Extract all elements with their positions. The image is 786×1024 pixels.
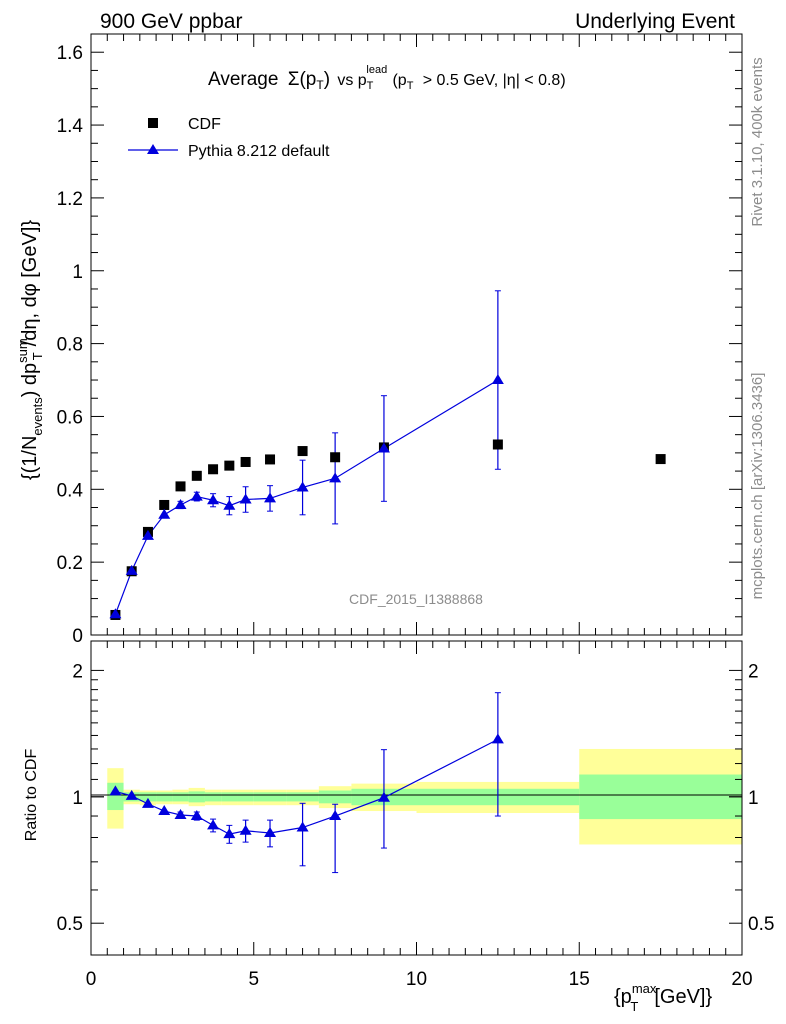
ratio-data-point — [491, 733, 504, 744]
pythia-data-point — [329, 472, 342, 483]
main-panel-ticks — [90, 34, 743, 636]
ratio-data-point — [223, 828, 236, 839]
ratio-data-point — [158, 805, 171, 816]
x-tick-labels: 0 5 10 15 20 — [86, 969, 753, 990]
pythia-data-point — [109, 608, 122, 619]
plot-title: Average Σ(pT) vs pTlead (pT > 0.5 GeV, |… — [208, 57, 566, 94]
pythia-data-point — [296, 481, 309, 492]
ratio-y-tick-label-right: 0.5 — [748, 914, 774, 935]
main-panel: 0 0.2 0.4 0.6 0.8 1 1.2 1.4 1.6 — [57, 33, 743, 647]
ratio-y-tick-label-left: 1 — [72, 788, 83, 809]
header-left: 900 GeV ppbar — [100, 10, 242, 33]
ratio-green-band — [139, 792, 157, 802]
ratio-green-band — [286, 792, 319, 802]
legend-pythia-marker — [147, 144, 159, 154]
ratio-green-band — [188, 791, 205, 803]
ratio-y-tick-label-right: 2 — [748, 661, 759, 682]
ratio-green-band — [156, 792, 173, 802]
y-tick-label: 0.8 — [57, 335, 83, 356]
ratio-green-band — [579, 774, 742, 820]
ratio-data-point — [264, 826, 277, 837]
y-tick-label: 1.2 — [57, 189, 83, 210]
ratio-y-tick-label-left: 2 — [72, 661, 83, 682]
ratio-green-band — [253, 792, 287, 802]
pythia-data-point — [264, 492, 277, 503]
x-tick-label: 20 — [731, 969, 752, 990]
legend-cdf-marker — [148, 118, 158, 128]
pythia-data-point — [158, 508, 171, 519]
pythia-data-point — [377, 442, 390, 453]
ratio-data-point — [239, 824, 252, 835]
x-tick-label: 10 — [406, 969, 427, 990]
ratio-data-point — [109, 785, 122, 796]
y-tick-label: 0.6 — [57, 407, 83, 428]
ratio-panel-data — [109, 692, 504, 874]
ratio-uncertainty-bands — [107, 748, 742, 845]
cdf-data-point — [330, 452, 341, 463]
legend: CDF Pythia 8.212 default — [128, 116, 330, 160]
ratio-data-point — [174, 809, 187, 820]
y-tick-label: 0 — [72, 626, 83, 647]
y-tick-label: 1 — [72, 262, 83, 283]
ratio-green-band — [221, 792, 238, 802]
cdf-data-point — [208, 464, 219, 475]
legend-cdf-label: CDF — [188, 116, 221, 133]
rivet-version-label: Rivet 3.1.10, 400k events — [749, 57, 766, 226]
ratio-green-band — [204, 792, 222, 802]
x-tick-label: 0 — [86, 969, 97, 990]
ratio-panel: 0.5 0.5 1 1 2 2 0 5 10 15 20 — [57, 640, 775, 990]
y-tick-label: 1.6 — [57, 43, 83, 64]
pythia-data-point — [223, 499, 236, 510]
ratio-data-point — [329, 810, 342, 821]
cdf-data-point — [297, 446, 308, 457]
mcplots-citation: mcplots.cern.ch [arXiv:1306.3436] — [749, 373, 766, 600]
y-tick-label: 0.4 — [57, 480, 84, 501]
cdf-data-point — [655, 454, 666, 465]
ratio-green-band — [172, 792, 189, 802]
cdf-data-point — [240, 456, 251, 467]
pythia-data-point — [491, 374, 504, 385]
pythia-data-point — [190, 490, 203, 501]
cdf-data-point — [159, 499, 170, 510]
ratio-y-axis-label: Ratio to CDF — [23, 749, 40, 842]
ratio-green-band — [318, 790, 352, 804]
cdf-data-point — [175, 481, 186, 492]
pythia-data-point — [174, 498, 187, 509]
pythia-data-point — [125, 564, 138, 575]
cdf-data-point — [265, 454, 276, 465]
ratio-green-band — [237, 792, 254, 802]
x-axis-label: {pmax T [GeV]} — [614, 981, 712, 1014]
main-panel-data — [109, 290, 666, 620]
main-panel-ytick-labels: 0 0.2 0.4 0.6 0.8 1 1.2 1.4 1.6 — [57, 43, 84, 647]
ratio-panel-ticks — [90, 641, 743, 955]
pythia-series-line — [114, 379, 499, 615]
header-right: Underlying Event — [575, 10, 735, 33]
ratio-data-point — [377, 791, 390, 802]
analysis-watermark: CDF_2015_I1388868 — [349, 591, 483, 607]
main-y-axis-label: {(1/Nevents) dpsumT/dη, dφ [GeV]} — [15, 220, 45, 480]
pythia-data-point — [239, 493, 252, 504]
y-tick-label: 1.4 — [57, 116, 84, 137]
ratio-panel-ytick-labels: 0.5 0.5 1 1 2 2 — [57, 661, 775, 935]
cdf-data-point — [224, 460, 235, 471]
ratio-green-band — [107, 782, 124, 811]
ratio-data-point — [141, 797, 154, 808]
y-tick-label: 0.2 — [57, 553, 83, 574]
ratio-data-point — [207, 819, 220, 830]
ratio-data-point — [296, 821, 309, 832]
ratio-y-tick-label-right: 1 — [748, 788, 759, 809]
legend-pythia-label: Pythia 8.212 default — [188, 143, 330, 160]
pythia-data-point — [141, 529, 154, 540]
pythia-data-point — [207, 494, 220, 505]
cdf-data-point — [492, 439, 503, 450]
cdf-data-point — [191, 470, 202, 481]
ratio-data-point — [190, 810, 203, 821]
ratio-data-point — [125, 789, 138, 800]
ratio-y-tick-label-left: 0.5 — [57, 914, 83, 935]
x-tick-label: 15 — [569, 969, 590, 990]
x-tick-label: 5 — [248, 969, 259, 990]
